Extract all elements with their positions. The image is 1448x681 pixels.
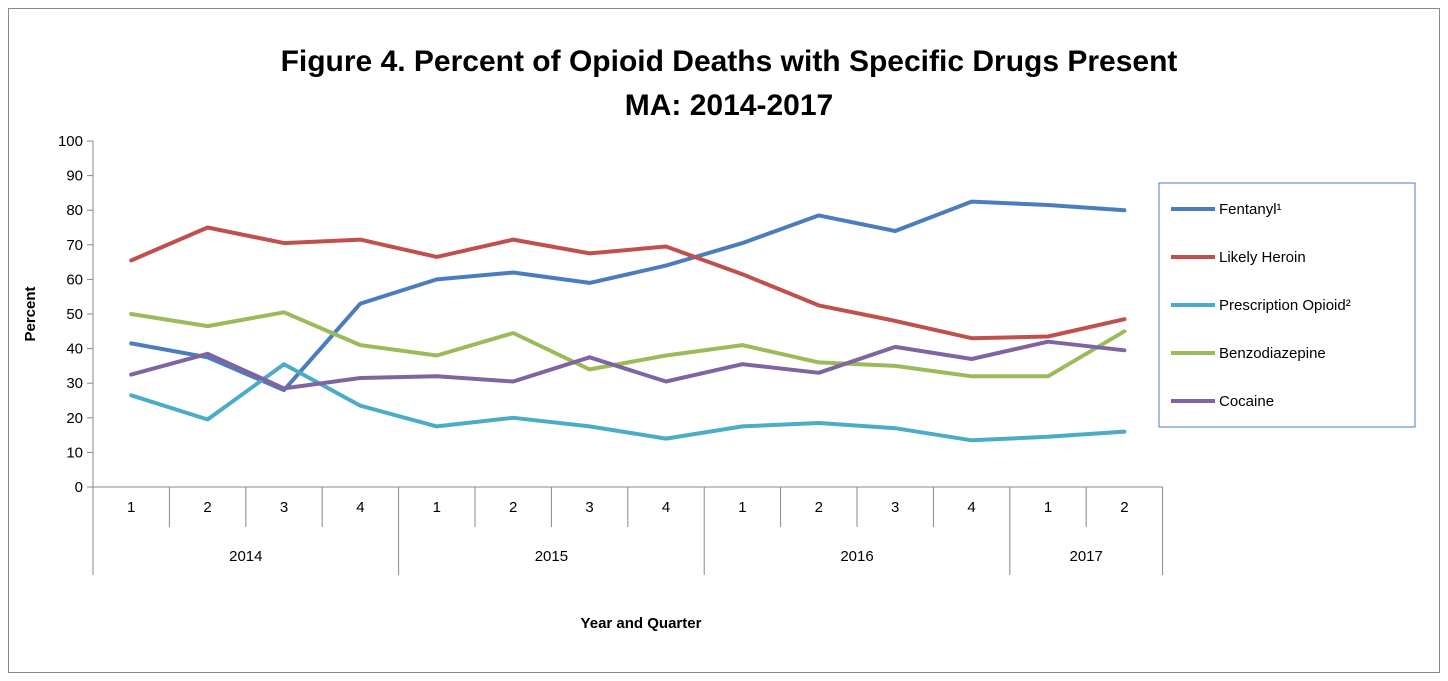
x-tick-label: 3 — [585, 499, 593, 516]
x-tick-label: 4 — [356, 499, 364, 516]
x-tick-label: 1 — [127, 499, 135, 516]
x-axis-title: Year and Quarter — [581, 615, 702, 632]
y-tick-label: 70 — [66, 237, 83, 254]
legend: Fentanyl¹ Likely Heroin Prescription Opioi… — [1159, 183, 1415, 427]
chart-subtitle: MA: 2014-2017 — [625, 89, 833, 122]
y-tick-label: 50 — [66, 306, 83, 323]
x-tick-label: 1 — [1044, 499, 1052, 516]
y-tick-label: 60 — [66, 271, 83, 288]
x-tick-label: 1 — [738, 499, 746, 516]
year-label: 2015 — [535, 548, 568, 565]
line-chart: Figure 4. Percent of Opioid Deaths with … — [9, 9, 1441, 674]
y-tick-label: 80 — [66, 202, 83, 219]
legend-label: Fentanyl¹ — [1219, 201, 1282, 218]
y-tick-label: 20 — [66, 410, 83, 427]
y-axis-title: Percent — [22, 286, 39, 341]
x-tick-label: 4 — [967, 499, 975, 516]
legend-label: Prescription Opioid² — [1219, 297, 1351, 314]
y-tick-label: 90 — [66, 168, 83, 185]
legend-label: Cocaine — [1219, 393, 1274, 410]
year-label: 2016 — [840, 548, 873, 565]
y-tick-label: 30 — [66, 375, 83, 392]
x-tick-label: 2 — [509, 499, 517, 516]
year-label: 2014 — [229, 548, 262, 565]
x-tick-label: 4 — [662, 499, 670, 516]
x-tick-label: 2 — [1120, 499, 1128, 516]
y-tick-label: 10 — [66, 444, 83, 461]
legend-label: Benzodiazepine — [1219, 345, 1326, 362]
chart-frame: Figure 4. Percent of Opioid Deaths with … — [8, 8, 1440, 673]
series-line-likely-heroin — [131, 228, 1124, 339]
x-tick-label: 2 — [203, 499, 211, 516]
x-tick-label: 1 — [433, 499, 441, 516]
legend-label: Likely Heroin — [1219, 249, 1306, 266]
y-tick-label: 40 — [66, 341, 83, 358]
x-axis-categories: 1 2 3 4 1 2 3 4 1 2 3 4 1 2 2014 2015 2016 2017 — [93, 487, 1163, 575]
chart-title: Figure 4. Percent of Opioid Deaths with … — [281, 45, 1178, 78]
x-tick-label: 3 — [891, 499, 899, 516]
y-tick-label: 0 — [75, 479, 83, 496]
series-lines — [131, 202, 1124, 441]
x-tick-label: 3 — [280, 499, 288, 516]
year-label: 2017 — [1070, 548, 1103, 565]
y-tick-label: 100 — [58, 133, 83, 150]
x-tick-label: 2 — [815, 499, 823, 516]
y-axis-ticks: 0 10 20 30 40 50 60 70 80 90 100 — [58, 133, 93, 496]
